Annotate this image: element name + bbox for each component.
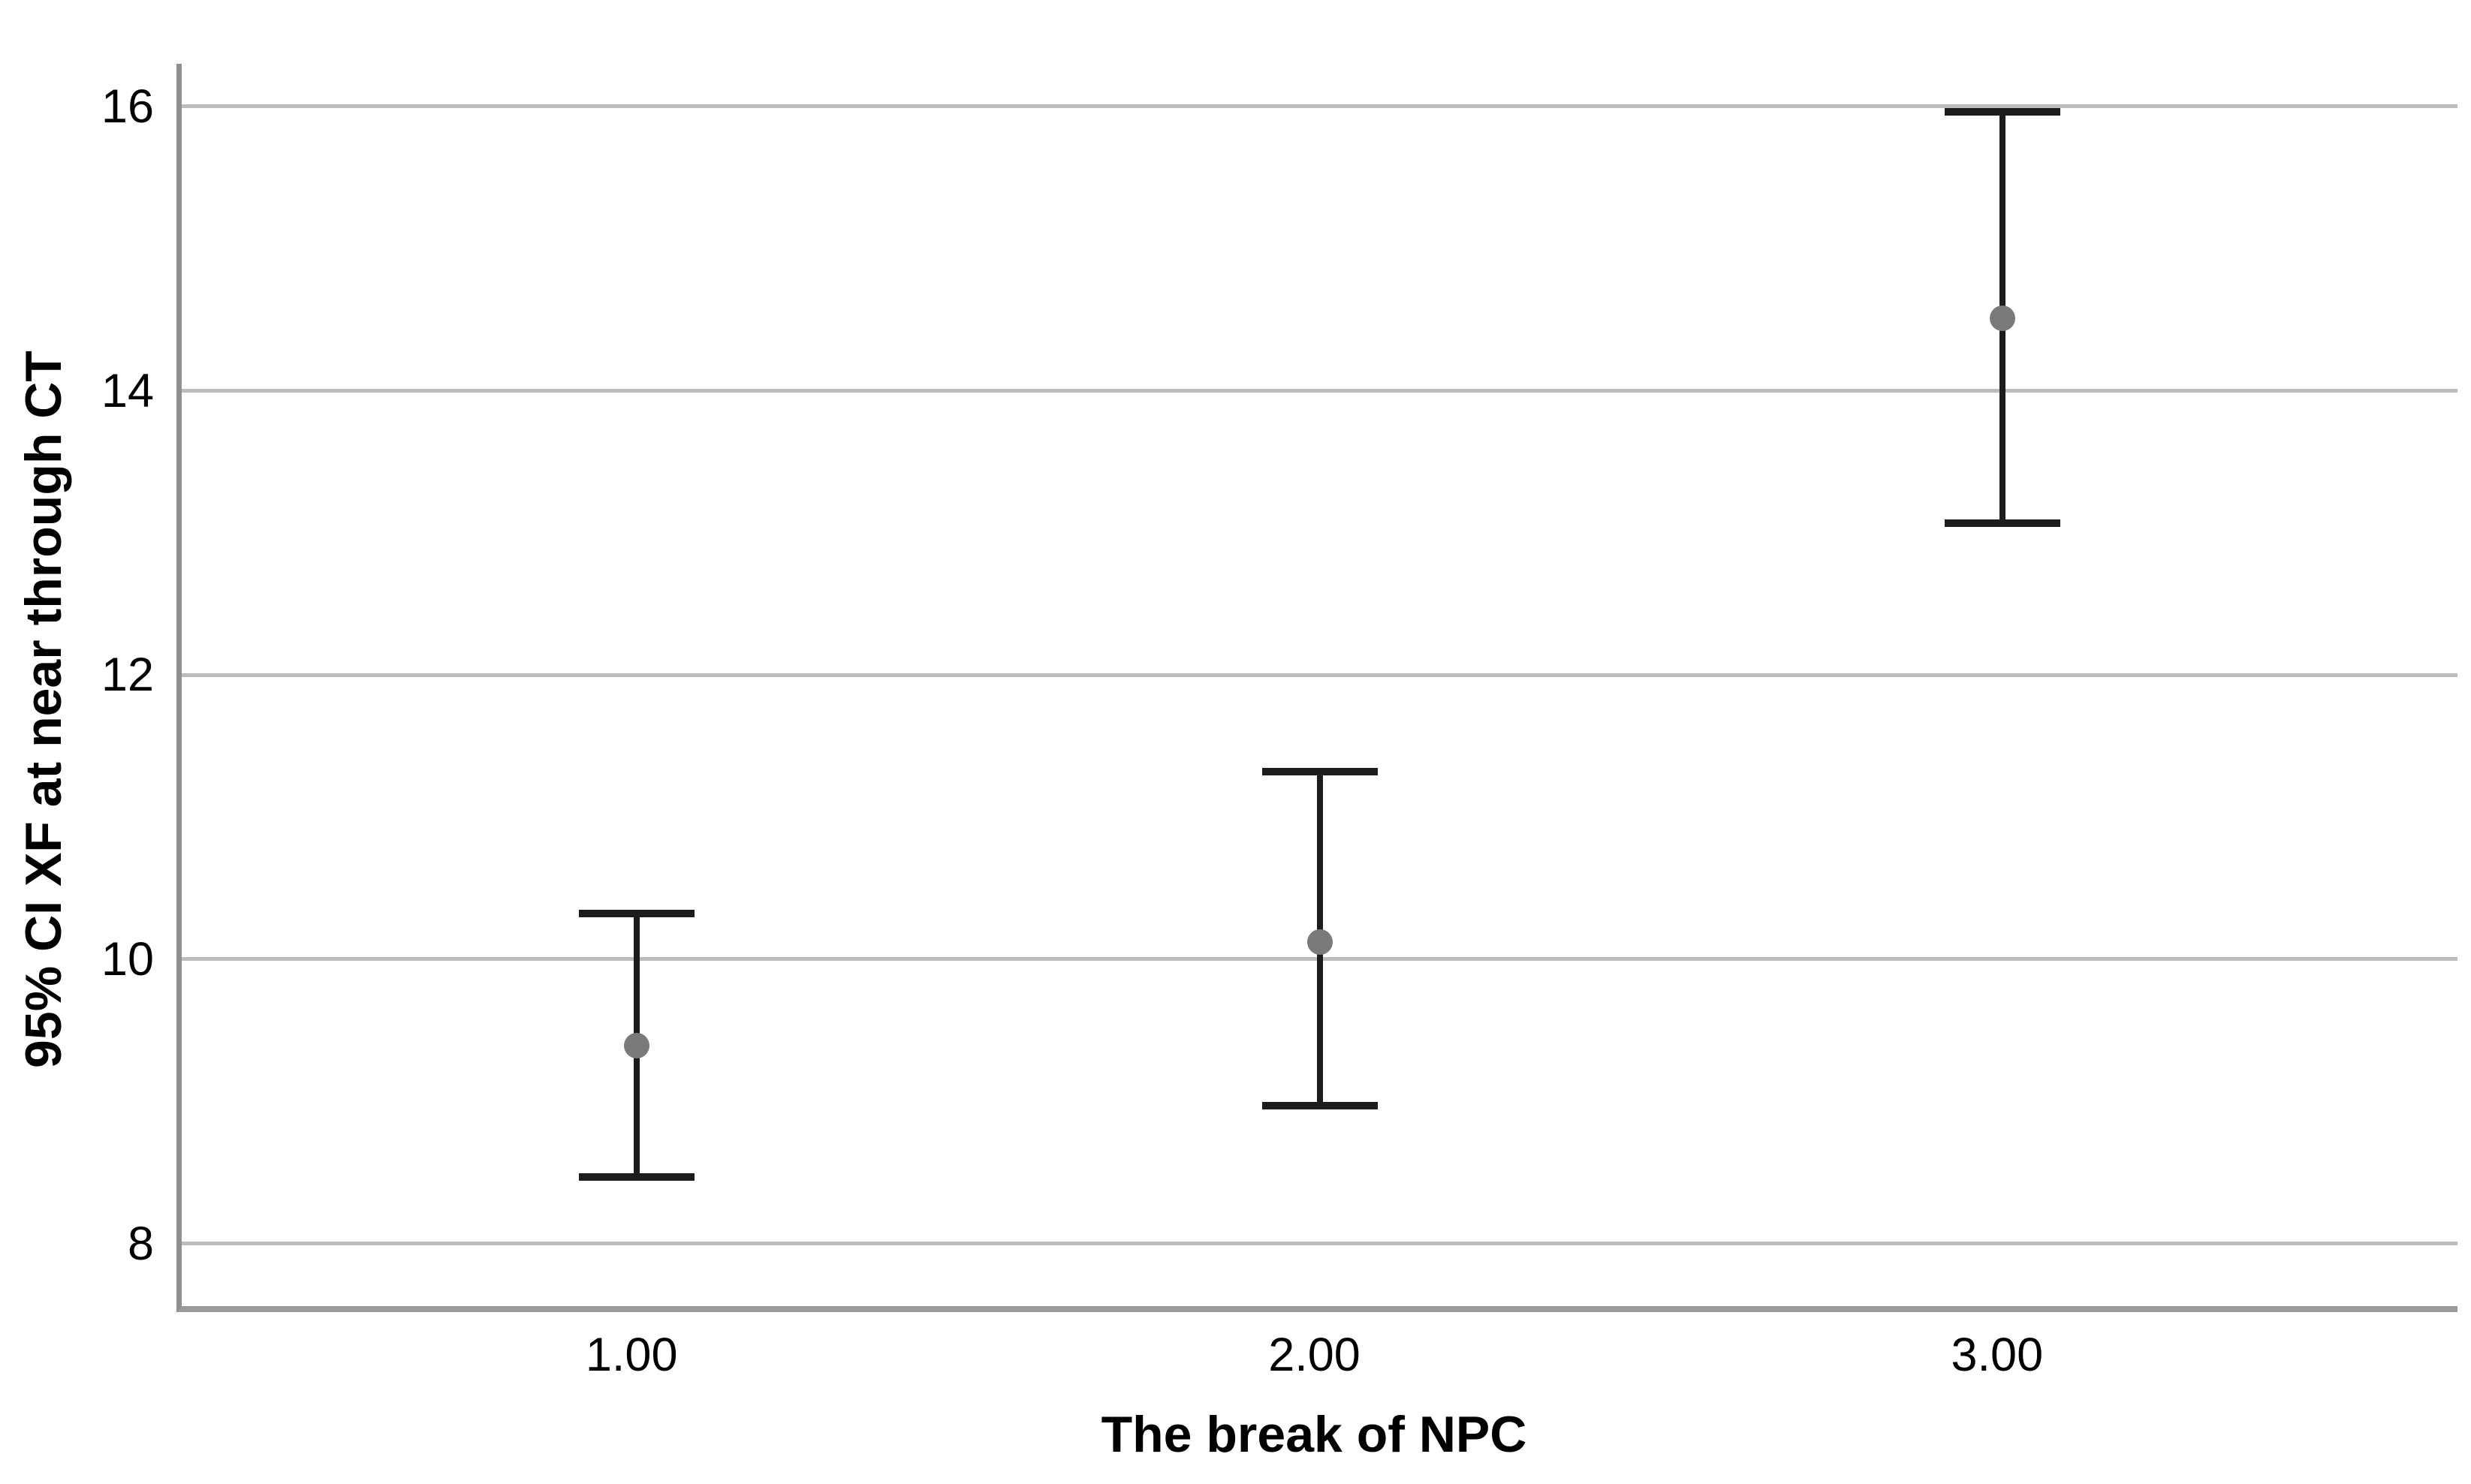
x-tick-label-3.00: 3.00	[1951, 1329, 2044, 1381]
plot-area	[176, 64, 2457, 1312]
gridline-y-8	[182, 1242, 2457, 1246]
gridline-y-16	[182, 104, 2457, 109]
mean-dot-2.00	[1306, 929, 1333, 956]
x-tick-label-2.00: 2.00	[1268, 1329, 1361, 1381]
x-axis-title: The break of NPC	[1101, 1406, 1527, 1463]
ci-upper-cap-3.00	[1944, 108, 2060, 116]
ci-lower-cap-2.00	[1261, 1102, 1378, 1109]
mean-dot-3.00	[1989, 305, 2015, 331]
mean-dot-1.00	[624, 1033, 650, 1059]
ci-lower-cap-3.00	[1944, 519, 2060, 527]
y-tick-label-14: 14	[101, 364, 154, 417]
y-tick-label-16: 16	[101, 80, 154, 133]
ci-lower-cap-1.00	[579, 1172, 695, 1181]
gridline-y-14	[182, 389, 2457, 393]
gridline-y-12	[182, 673, 2457, 677]
y-tick-label-8: 8	[127, 1217, 154, 1270]
y-tick-label-10: 10	[101, 932, 154, 986]
ci-upper-cap-1.00	[579, 910, 695, 918]
y-tick-label-12: 12	[101, 649, 154, 702]
ci-upper-cap-2.00	[1261, 768, 1378, 775]
x-tick-label-1.00: 1.00	[585, 1329, 678, 1381]
